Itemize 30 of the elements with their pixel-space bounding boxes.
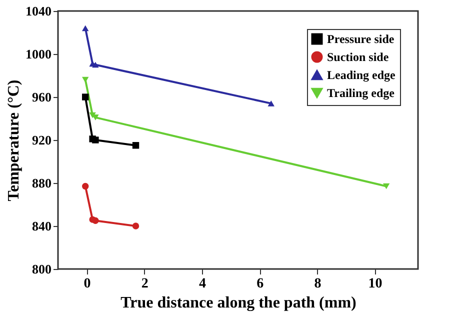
legend-label: Leading edge xyxy=(327,68,396,82)
x-tick-label: 10 xyxy=(368,276,382,292)
x-tick-label: 0 xyxy=(84,276,91,292)
legend-label: Suction side xyxy=(327,50,390,64)
point xyxy=(92,62,99,68)
y-tick-label: 920 xyxy=(32,132,52,148)
point xyxy=(82,182,89,190)
y-tick-label: 800 xyxy=(32,262,52,276)
point xyxy=(268,100,274,106)
y-tick-label: 960 xyxy=(32,90,52,104)
point xyxy=(92,136,99,144)
y-axis-title: Temperature (°C) xyxy=(6,80,22,202)
point xyxy=(82,25,89,32)
y-tick-label: 1000 xyxy=(26,46,52,62)
point xyxy=(92,217,99,224)
point xyxy=(132,142,140,149)
point xyxy=(382,183,390,190)
legend-label: Trailing edge xyxy=(327,86,396,100)
point xyxy=(82,76,89,83)
y-tick-label: 840 xyxy=(32,218,52,234)
legend-label: Pressure side xyxy=(327,32,395,46)
x-tick-label: 6 xyxy=(256,276,264,292)
x-axis-title: True distance along the path (mm) xyxy=(120,294,356,312)
y-tick-label: 880 xyxy=(32,176,52,190)
x-tick-label: 2 xyxy=(141,276,148,292)
x-tick-label: 4 xyxy=(199,276,206,292)
point xyxy=(132,222,140,230)
y-tick-label: 1040 xyxy=(26,4,52,18)
point xyxy=(82,94,89,100)
x-tick-label: 8 xyxy=(314,276,322,292)
